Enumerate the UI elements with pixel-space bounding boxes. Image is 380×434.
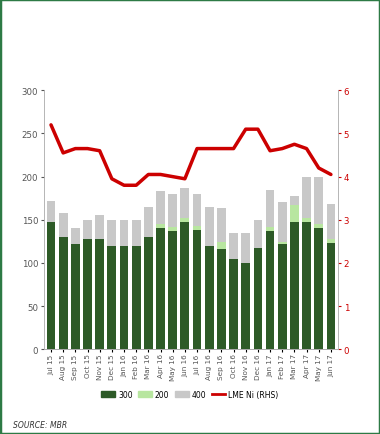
Bar xyxy=(314,229,323,349)
Bar xyxy=(253,249,262,349)
Bar xyxy=(314,177,323,224)
Bar xyxy=(217,243,226,250)
Bar xyxy=(120,220,128,246)
Bar xyxy=(302,177,311,219)
Bar xyxy=(326,239,335,243)
Bar xyxy=(180,188,189,219)
Bar xyxy=(217,250,226,349)
Bar xyxy=(168,194,177,227)
Bar xyxy=(95,215,104,239)
Bar xyxy=(180,223,189,349)
Bar xyxy=(83,239,92,349)
Bar xyxy=(193,230,201,349)
Bar xyxy=(193,226,201,230)
Bar xyxy=(229,259,238,349)
Bar xyxy=(83,220,92,239)
Bar xyxy=(168,227,177,231)
Bar xyxy=(205,207,214,246)
Bar xyxy=(205,246,214,349)
Bar xyxy=(266,227,274,231)
Bar xyxy=(47,223,55,349)
Bar xyxy=(168,231,177,349)
Bar xyxy=(278,202,287,243)
Text: STAINLESS INVENTORY AT WUXI, KT VS LME NI CASH: STAINLESS INVENTORY AT WUXI, KT VS LME N… xyxy=(13,18,364,31)
Bar xyxy=(132,220,141,246)
Bar xyxy=(326,205,335,239)
Bar xyxy=(156,192,165,224)
Bar xyxy=(193,194,201,226)
Bar xyxy=(156,229,165,349)
Bar xyxy=(71,244,80,349)
Bar xyxy=(241,263,250,349)
Bar xyxy=(278,243,287,244)
Bar xyxy=(95,239,104,349)
Bar xyxy=(253,220,262,249)
Bar xyxy=(108,246,116,349)
Bar xyxy=(108,220,116,246)
Bar xyxy=(217,208,226,243)
Bar xyxy=(314,224,323,229)
Bar xyxy=(290,197,299,206)
Bar xyxy=(278,244,287,349)
Bar xyxy=(180,219,189,223)
Bar xyxy=(302,219,311,223)
Bar xyxy=(290,206,299,223)
Bar xyxy=(302,223,311,349)
Bar xyxy=(47,201,55,223)
Bar xyxy=(120,246,128,349)
Bar xyxy=(156,224,165,229)
Bar xyxy=(71,229,80,244)
Bar xyxy=(144,207,153,237)
Bar xyxy=(59,214,68,237)
Bar xyxy=(144,237,153,349)
Bar xyxy=(132,246,141,349)
Bar xyxy=(229,233,238,259)
Bar xyxy=(266,231,274,349)
Legend: 300, 200, 400, LME Ni (RHS): 300, 200, 400, LME Ni (RHS) xyxy=(98,387,282,402)
Text: SOURCE: MBR: SOURCE: MBR xyxy=(13,420,67,429)
Bar xyxy=(290,223,299,349)
Text: PRICES, US$/LB: PRICES, US$/LB xyxy=(13,48,116,61)
Bar xyxy=(59,237,68,349)
Bar xyxy=(326,243,335,349)
Bar xyxy=(241,233,250,263)
Bar xyxy=(266,190,274,227)
